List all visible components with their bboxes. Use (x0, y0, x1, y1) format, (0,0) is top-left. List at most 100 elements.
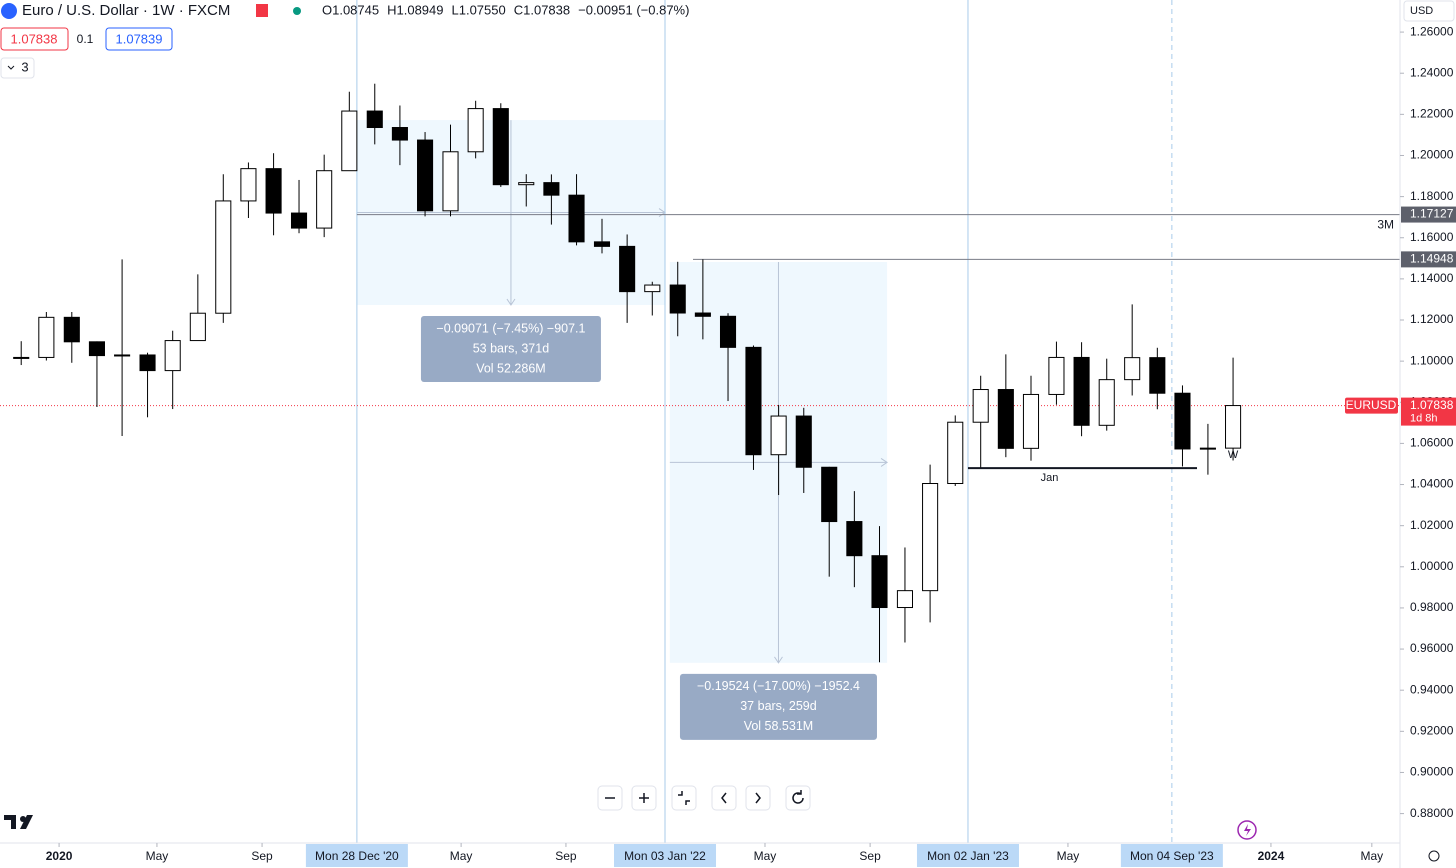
range-label: Jan (1041, 472, 1059, 484)
measure-label-box (420, 315, 601, 382)
y-tick-label: 1.12000 (1410, 312, 1454, 326)
scroll-left[interactable] (711, 785, 737, 811)
date-marker-label: Mon 04 Sep '23 (1130, 849, 1214, 863)
candle-body (795, 415, 812, 468)
arrow-head (880, 458, 888, 467)
ask: 1.07839 (116, 31, 163, 46)
toolbar (597, 785, 811, 811)
plot: −0.09071 (−7.45%) −907.1 53 bars, 371d Vol… (0, 0, 1400, 843)
measure-label-box (679, 673, 877, 740)
candle-body (164, 340, 181, 372)
flag-icon[interactable] (256, 4, 268, 17)
ohlc: O1.08745 H1.08949 L1.07550 C1.07838 −0.00951… (322, 2, 689, 17)
date-marker-box (916, 844, 1019, 867)
symbol-label: EURUSD (1346, 398, 1397, 412)
icon (639, 793, 649, 803)
chart-title: Euro / U.S. Dollar · 1W · FXCM (22, 2, 230, 19)
price-level-label: 1.17127 (1410, 207, 1454, 221)
x-tick-label: 2024 (1258, 849, 1285, 863)
currency: USD (1410, 5, 1433, 17)
candle-body (997, 389, 1014, 449)
candle-body (88, 341, 105, 357)
y-tick-label: 1.22000 (1410, 107, 1454, 121)
chevron (7, 65, 15, 70)
candle-body (846, 521, 863, 557)
bid-box[interactable] (0, 27, 69, 51)
candle-body (694, 312, 711, 317)
candle-body (1225, 405, 1242, 449)
spread: 0.1 (77, 32, 94, 46)
date-marker-label: Mon 03 Jan '22 (624, 849, 706, 863)
candle-body (896, 590, 913, 609)
y-tick-label: 0.94000 (1410, 682, 1454, 696)
candle-body (543, 182, 560, 196)
y-tick-label: 1.10000 (1410, 353, 1454, 367)
y-tick-label: 1.02000 (1410, 518, 1454, 532)
level-note: 3M (1377, 218, 1394, 232)
last-price-label: 1.07838 (1410, 398, 1454, 412)
candle-body (1149, 357, 1166, 394)
icon (792, 790, 804, 804)
candle-body (922, 483, 939, 592)
indicator-toggle[interactable] (0, 57, 35, 79)
y-tick-label: 1.24000 (1410, 65, 1454, 79)
y-tick-label: 1.18000 (1410, 189, 1454, 203)
arrow-head (774, 656, 783, 664)
y-tick-label: 1.04000 (1410, 477, 1454, 491)
candle-body (114, 354, 131, 357)
candle-body (265, 168, 282, 214)
candle-body (1199, 447, 1216, 450)
ohlc-value: −0.00951 (−0.87%) (578, 2, 689, 17)
ohlc-value: O1.08745 (322, 2, 379, 17)
x-tick-label: 2020 (46, 849, 73, 863)
candle-body (1073, 356, 1090, 426)
ohlc-value: H1.08949 (387, 2, 443, 17)
reset-chart[interactable] (785, 785, 811, 811)
measure-label: −0.09071 (−7.45%) −907.1 (436, 321, 585, 335)
y-tick-label: 0.88000 (1410, 806, 1454, 820)
date-marker-box (614, 844, 717, 867)
measure-label: 53 bars, 371d (473, 341, 549, 355)
symbol-icon (1, 3, 17, 19)
x-tick-label: May (754, 849, 777, 863)
candle-body (568, 194, 585, 243)
last-price-box (1401, 397, 1456, 426)
candle-body (391, 127, 408, 141)
y-tick-label: 0.92000 (1410, 723, 1454, 737)
date-marker-label: Mon 28 Dec '20 (315, 849, 399, 863)
candle-body (492, 108, 509, 186)
candle-body (366, 110, 383, 129)
candle-body (1048, 356, 1065, 395)
candle-body (240, 168, 257, 202)
scroll-right[interactable] (745, 785, 771, 811)
candle-body (316, 170, 333, 229)
x-tick-label: Sep (555, 849, 577, 863)
candle-body (1098, 379, 1115, 426)
candle-body (871, 555, 888, 609)
date-marker-box (305, 844, 408, 867)
ask-box[interactable] (105, 27, 173, 51)
reset-scale[interactable] (671, 785, 697, 811)
candle-body (1174, 392, 1191, 450)
x-tick-label: Sep (859, 849, 881, 863)
y-tick-label: 1.06000 (1410, 436, 1454, 450)
candle-body (770, 415, 787, 456)
candle-body (1124, 357, 1141, 381)
candle-body (442, 151, 459, 212)
candle-body (341, 110, 358, 172)
price-level-box (1401, 206, 1456, 223)
y-tick-label: 1.00000 (1410, 559, 1454, 573)
bid: 1.07838 (11, 31, 58, 46)
measure-label: −0.19524 (−17.00%) −1952.4 (697, 679, 860, 693)
candle-body (972, 389, 989, 423)
measure-label: Vol 52.286M (476, 361, 546, 375)
symbol-box (1345, 397, 1398, 414)
alert-icon[interactable] (1237, 820, 1257, 840)
candle-body (745, 346, 762, 456)
indicator-count: 3 (21, 59, 28, 74)
candle-body (290, 212, 308, 229)
settings-icon[interactable] (1428, 850, 1440, 862)
currency-button[interactable] (1403, 0, 1455, 22)
icon (678, 791, 690, 805)
